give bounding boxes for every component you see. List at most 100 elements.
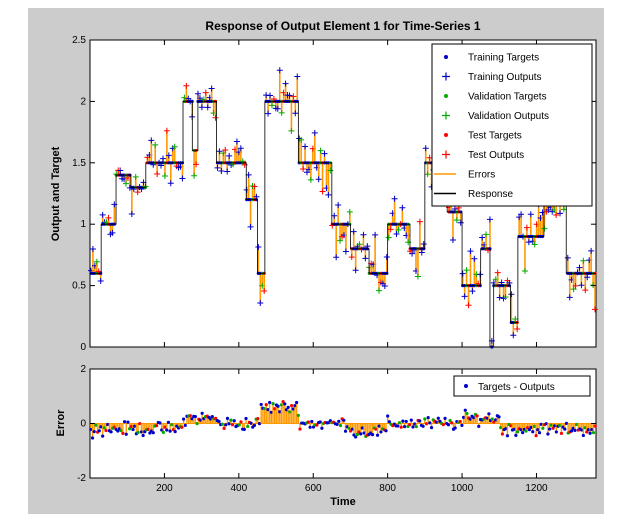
error-point (198, 418, 203, 422)
output-point (331, 212, 338, 219)
legend-marker (442, 72, 450, 81)
error-point (121, 431, 125, 435)
error-point (384, 429, 388, 433)
error-point (158, 421, 162, 425)
error-point (350, 427, 354, 431)
error-point (472, 416, 476, 420)
output-point (395, 226, 402, 233)
error-point (534, 434, 538, 438)
error-point (539, 422, 543, 426)
output-point (531, 241, 538, 248)
output-point (288, 127, 295, 134)
error-point (485, 416, 489, 420)
output-point (325, 191, 332, 198)
output-point (148, 137, 155, 144)
output-point (191, 172, 198, 179)
error-point (244, 416, 248, 421)
error-point (89, 427, 93, 432)
legend-marker (444, 55, 448, 59)
error-point (586, 428, 591, 432)
error-point (509, 424, 513, 428)
error-point (463, 408, 467, 412)
output-point (570, 286, 577, 293)
error-point (458, 419, 462, 424)
error-point (347, 426, 351, 430)
error-point (320, 426, 324, 430)
output-point (195, 90, 202, 97)
error-point (342, 418, 346, 422)
output-point (510, 332, 517, 339)
legend-marker (444, 133, 448, 137)
output-point (255, 244, 262, 251)
output-point (391, 195, 398, 202)
output-point (346, 208, 353, 215)
error-point (583, 426, 587, 430)
error-point (264, 403, 268, 407)
output-point (307, 176, 314, 183)
output-point (109, 229, 116, 236)
error-point (536, 428, 540, 432)
error-point (362, 431, 366, 435)
error-point (139, 430, 144, 434)
output-point (154, 171, 161, 178)
output-point (387, 226, 394, 233)
output-point (498, 279, 505, 286)
legend-label: Test Outputs (468, 150, 524, 161)
output-point (465, 302, 472, 309)
legend-label: Validation Outputs (468, 111, 549, 122)
y-tick-label: 2.5 (72, 35, 86, 46)
error-point (289, 403, 294, 408)
error-point (448, 418, 452, 423)
error-point (450, 421, 454, 425)
output-point (274, 105, 281, 112)
x-tick-label: 1200 (525, 483, 548, 494)
output-point (364, 243, 371, 250)
legend-label: Validation Targets (468, 92, 547, 103)
error-point (531, 430, 535, 434)
legend-marker (444, 94, 448, 98)
error-point (138, 422, 142, 426)
output-point (193, 161, 200, 168)
error-point (291, 407, 295, 411)
error-point (504, 427, 508, 431)
output-point (224, 168, 231, 175)
legend-label: Training Targets (468, 53, 539, 64)
error-point (170, 423, 174, 427)
error-point (490, 417, 494, 421)
error-point (195, 422, 199, 426)
error-point (99, 425, 103, 429)
error-point (409, 418, 413, 422)
error-point (246, 424, 250, 429)
output-point (469, 288, 476, 295)
error-point (435, 420, 439, 424)
error-point (497, 415, 501, 419)
output-point (506, 279, 513, 286)
output-point (572, 282, 579, 289)
x-tick-label: 800 (379, 483, 396, 494)
error-point (210, 415, 214, 419)
output-point (541, 225, 548, 232)
y-tick-label: 0 (80, 342, 86, 353)
output-point (422, 145, 429, 152)
error-point (225, 416, 230, 420)
error-point (423, 417, 427, 421)
output-point (418, 249, 425, 256)
error-point (426, 416, 430, 420)
error-point (102, 426, 106, 430)
error-point (581, 433, 585, 438)
legend-label: Test Targets (468, 131, 522, 142)
error-point (109, 430, 113, 434)
output-point (105, 214, 112, 221)
error-point (183, 423, 187, 427)
output-point (319, 188, 326, 195)
error-point (524, 429, 528, 433)
output-point (132, 173, 139, 180)
error-point (193, 414, 198, 419)
legend-label: Errors (468, 170, 495, 181)
error-point (354, 435, 358, 439)
output-point (268, 102, 275, 109)
error-point (512, 427, 516, 431)
output-point (409, 250, 416, 257)
output-point (99, 211, 106, 218)
